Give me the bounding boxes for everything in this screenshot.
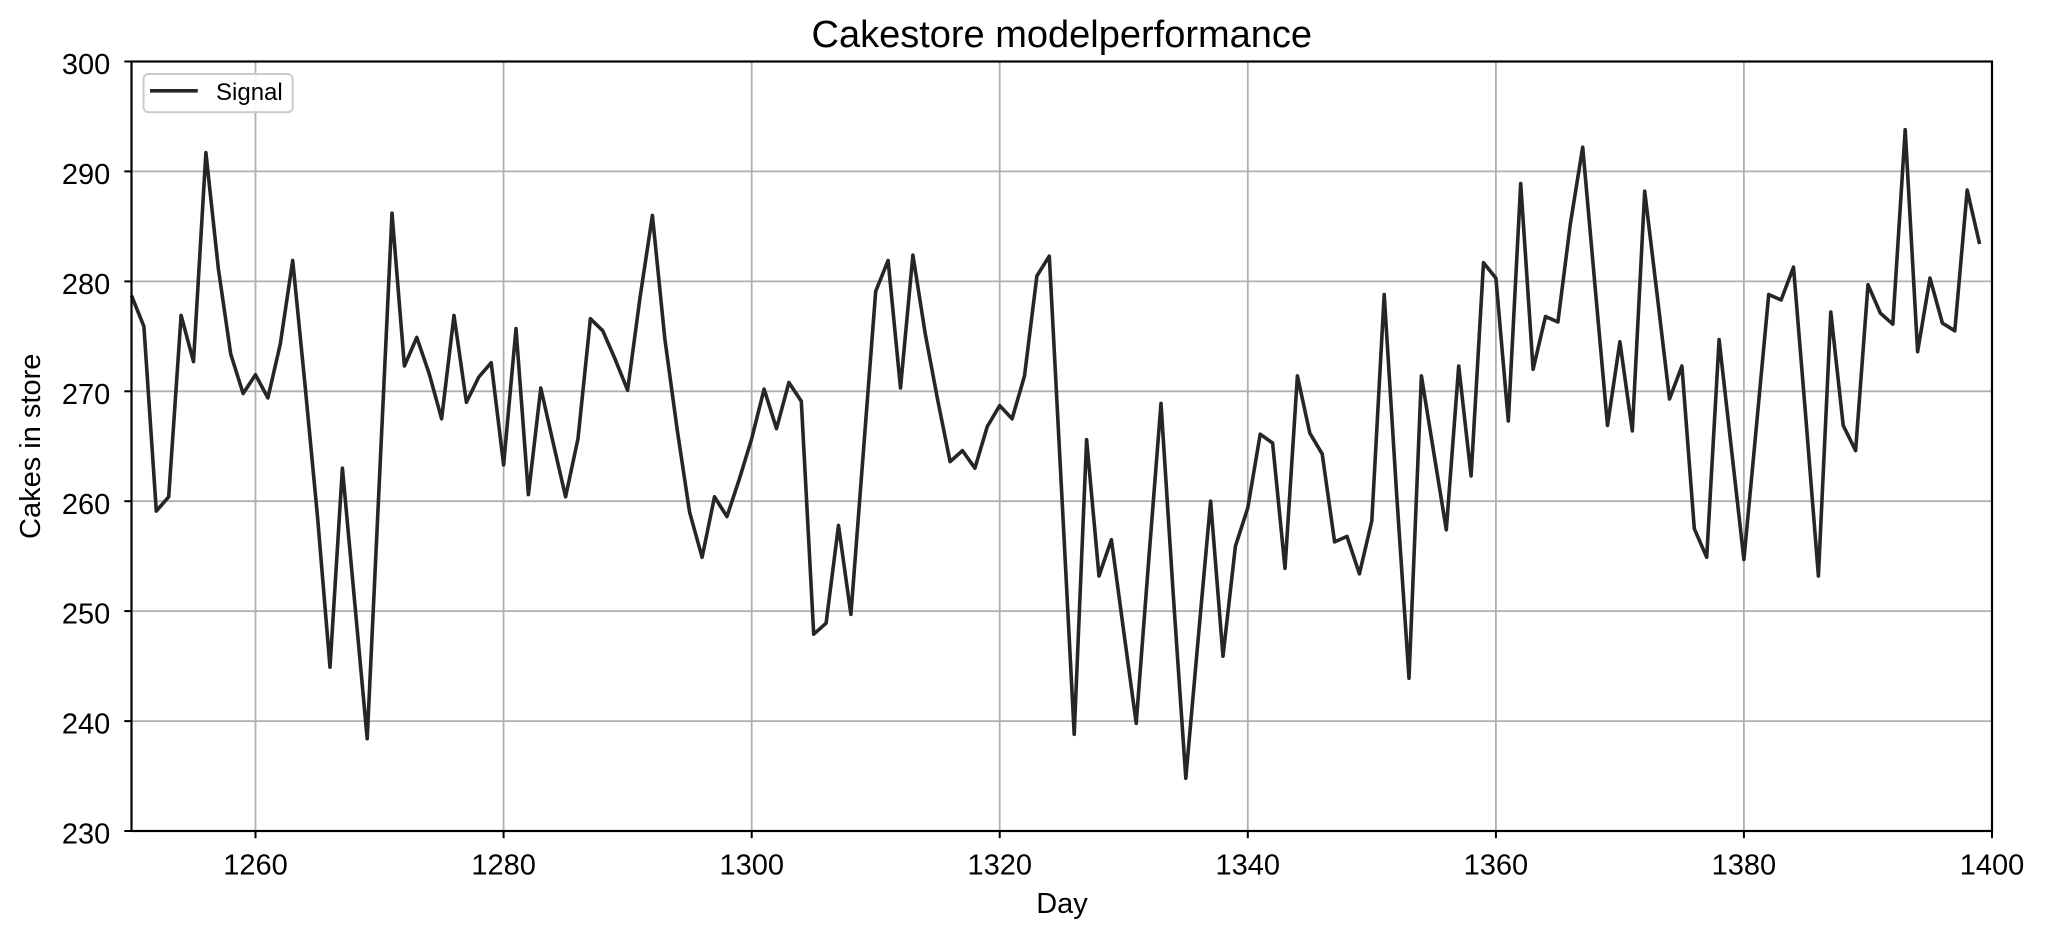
svg-text:Cakes in store: Cakes in store [15,354,47,539]
svg-text:270: 270 [62,379,110,411]
svg-text:290: 290 [62,159,110,191]
svg-text:Day: Day [1036,888,1088,920]
svg-text:240: 240 [62,709,110,741]
svg-text:1400: 1400 [1960,849,2025,881]
svg-text:1280: 1280 [471,849,536,881]
svg-text:1340: 1340 [1216,849,1281,881]
svg-text:300: 300 [62,49,110,81]
svg-text:260: 260 [62,489,110,521]
svg-text:1320: 1320 [967,849,1032,881]
svg-text:Signal: Signal [216,79,283,106]
svg-text:Cakestore modelperformance: Cakestore modelperformance [812,14,1313,56]
svg-text:1380: 1380 [1712,849,1777,881]
svg-text:280: 280 [62,269,110,301]
svg-text:1260: 1260 [223,849,288,881]
svg-text:1360: 1360 [1464,849,1529,881]
svg-text:230: 230 [62,819,110,851]
svg-text:250: 250 [62,599,110,631]
svg-text:1300: 1300 [719,849,784,881]
